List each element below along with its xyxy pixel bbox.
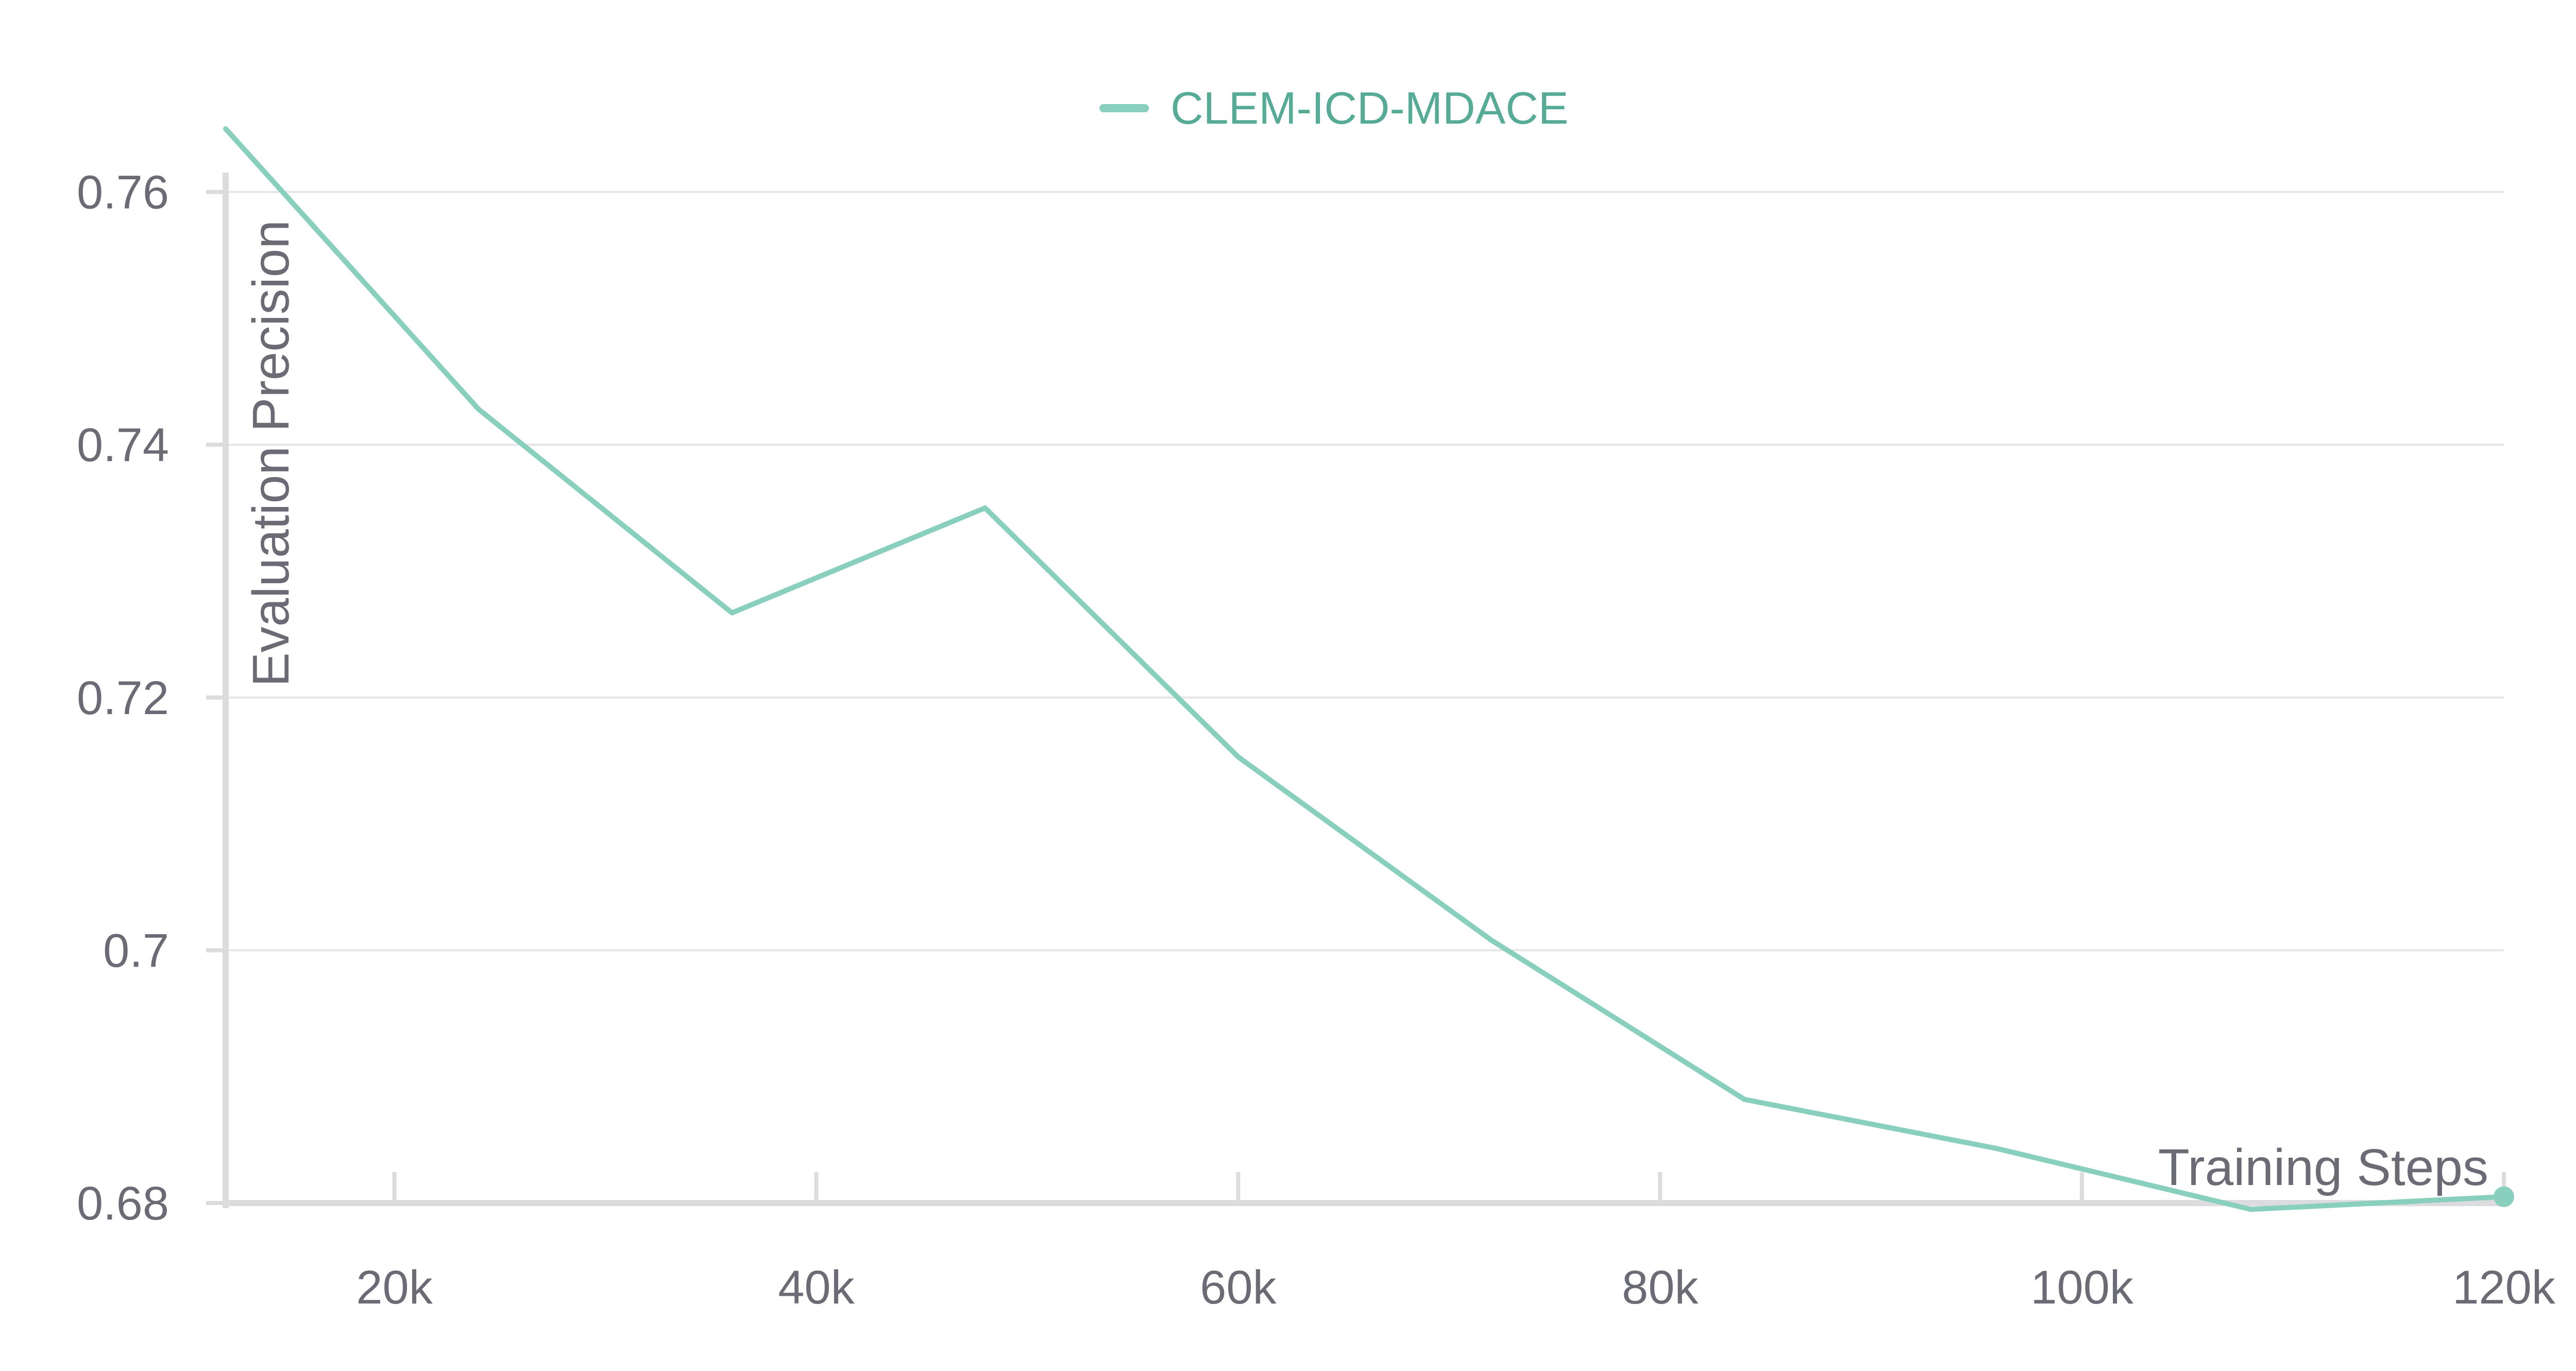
series-lines bbox=[223, 126, 2514, 1212]
legend-label[interactable]: CLEM-ICD-MDACE bbox=[1171, 82, 1568, 133]
x-tick-label: 120k bbox=[2452, 1261, 2555, 1314]
y-tick-label: 0.76 bbox=[77, 166, 169, 219]
x-tick-label: 20k bbox=[356, 1261, 433, 1314]
axis-titles: Evaluation Precision Training Steps bbox=[242, 220, 2488, 1196]
x-tick-label: 80k bbox=[1622, 1261, 1699, 1314]
y-tick-label: 0.68 bbox=[77, 1177, 169, 1230]
y-tick-label: 0.74 bbox=[77, 419, 169, 471]
series-endpoint-marker[interactable] bbox=[2494, 1186, 2514, 1207]
x-tick-label: 100k bbox=[2030, 1261, 2133, 1314]
y-axis-title: Evaluation Precision bbox=[242, 220, 300, 687]
x-axis-title: Training Steps bbox=[2158, 1139, 2488, 1196]
gridlines bbox=[226, 191, 2504, 952]
x-tick-label: 60k bbox=[1200, 1261, 1277, 1314]
axes bbox=[206, 173, 2506, 1208]
series-line-0[interactable] bbox=[223, 126, 2506, 1212]
y-tick-label: 0.7 bbox=[103, 924, 169, 977]
y-tick-label: 0.72 bbox=[77, 672, 169, 724]
legend[interactable]: CLEM-ICD-MDACE bbox=[1099, 82, 1568, 133]
tick-labels: 0.68 0.7 0.72 0.74 0.76 20k 40k 60k 80k 100k 120k bbox=[77, 166, 2556, 1314]
x-tick-label: 40k bbox=[778, 1261, 855, 1314]
